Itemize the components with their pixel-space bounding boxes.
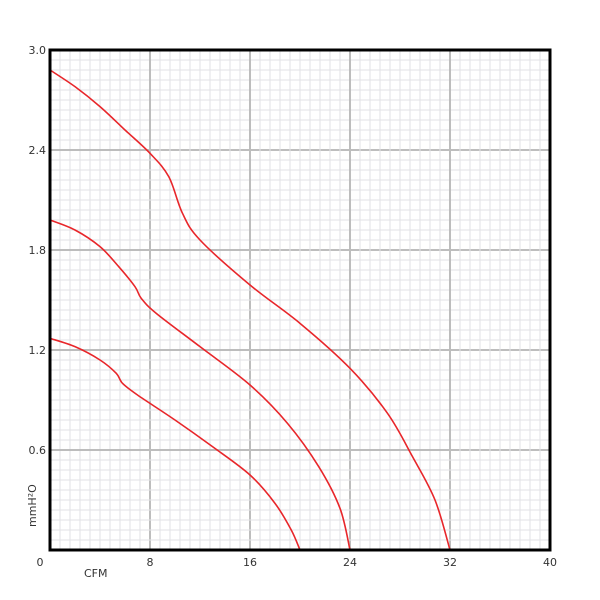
y-tick-label: 1.8 xyxy=(29,244,47,257)
x-axis-label: CFM xyxy=(84,567,108,580)
y-tick-label: 1.2 xyxy=(29,344,47,357)
y-axis-label: mmH²O xyxy=(26,484,39,527)
fan-curve-1 xyxy=(49,69,451,551)
x-tick-label: 16 xyxy=(243,556,257,569)
x-tick-label: 32 xyxy=(443,556,457,569)
fan-curve-3 xyxy=(49,337,301,551)
plot-frame xyxy=(48,48,552,552)
y-tick-label: 0.6 xyxy=(29,444,47,457)
x-tick-label: 8 xyxy=(147,556,154,569)
y-tick-label: 2.4 xyxy=(29,144,47,157)
x-tick-label: 24 xyxy=(343,556,357,569)
fan-curve-2 xyxy=(49,219,351,551)
y-tick-label: 3.0 xyxy=(29,44,47,57)
x-tick-label: 40 xyxy=(543,556,557,569)
x-tick-label: 0 xyxy=(37,556,44,569)
